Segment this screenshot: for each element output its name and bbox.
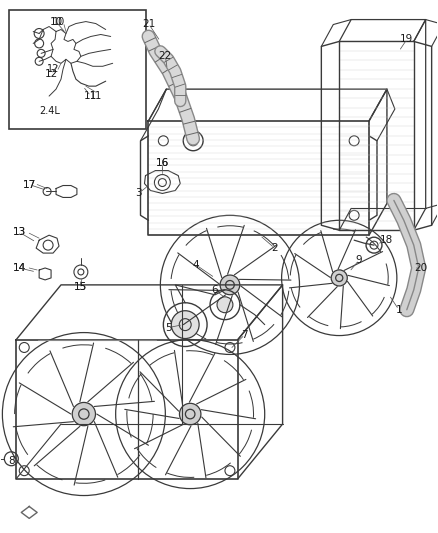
Circle shape (171, 311, 199, 338)
Circle shape (220, 275, 240, 295)
Text: 16: 16 (156, 158, 169, 168)
Text: 13: 13 (13, 227, 26, 237)
Text: 18: 18 (380, 235, 394, 245)
Text: 13: 13 (13, 227, 26, 237)
Text: 1: 1 (396, 305, 402, 314)
Text: 3: 3 (135, 189, 142, 198)
Text: 15: 15 (74, 282, 88, 292)
Text: 10: 10 (49, 17, 63, 27)
Circle shape (180, 403, 201, 425)
Text: 9: 9 (356, 255, 362, 265)
Text: 20: 20 (414, 263, 427, 273)
Text: 5: 5 (165, 322, 172, 333)
Text: 15: 15 (74, 282, 88, 292)
Text: 7: 7 (241, 329, 248, 340)
Bar (9, 10, 146, 129)
Text: 19: 19 (400, 35, 413, 44)
Text: 14: 14 (13, 263, 26, 273)
Circle shape (217, 297, 233, 313)
Circle shape (331, 270, 347, 286)
Text: 11: 11 (90, 91, 102, 101)
Text: 8: 8 (8, 456, 14, 466)
Text: 11: 11 (84, 91, 97, 101)
Text: 2: 2 (271, 243, 278, 253)
Text: 17: 17 (23, 180, 36, 190)
Circle shape (72, 402, 95, 426)
Text: 10: 10 (53, 17, 65, 27)
Text: 17: 17 (23, 180, 36, 190)
Text: 14: 14 (13, 263, 26, 273)
Text: 6: 6 (212, 285, 218, 295)
Text: 4: 4 (193, 260, 199, 270)
Text: 2.4L: 2.4L (39, 106, 60, 116)
Text: 22: 22 (159, 51, 172, 61)
Text: 12: 12 (47, 64, 59, 74)
Text: 12: 12 (44, 69, 58, 79)
Text: 16: 16 (156, 158, 169, 168)
Text: 21: 21 (142, 19, 155, 29)
